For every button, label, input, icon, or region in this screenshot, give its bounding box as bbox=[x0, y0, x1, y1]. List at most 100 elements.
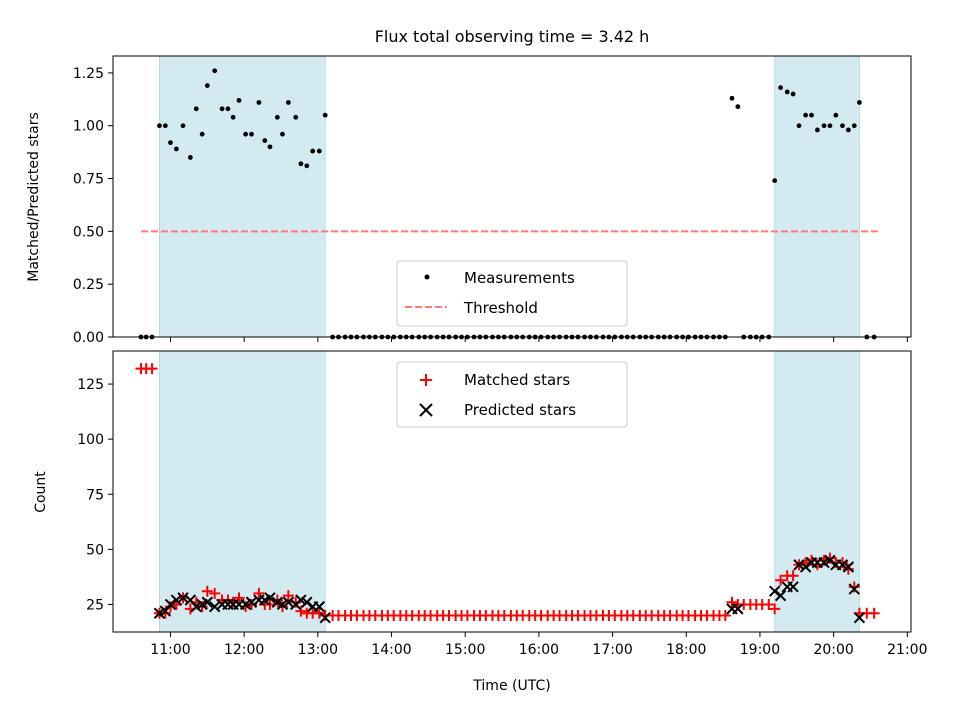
legend-x-marker bbox=[419, 403, 433, 417]
x-tick-label: 14:00 bbox=[371, 642, 411, 658]
measurement-point bbox=[803, 112, 809, 118]
y-tick-label: 0.75 bbox=[73, 172, 104, 188]
measurement-point bbox=[236, 97, 242, 103]
bottom-legend-box bbox=[396, 361, 628, 428]
y-tick-label: 0.25 bbox=[73, 277, 104, 293]
predicted-star-marker bbox=[848, 583, 860, 595]
x-tick-label: 16:00 bbox=[519, 642, 559, 658]
measurement-point bbox=[796, 123, 802, 129]
measurement-point bbox=[729, 95, 735, 101]
matched-star-marker bbox=[769, 603, 781, 615]
measurement-point bbox=[173, 146, 179, 152]
measurement-point bbox=[772, 178, 778, 184]
measurement-point bbox=[230, 114, 236, 120]
predicted-star-marker bbox=[787, 581, 799, 593]
ratio-panel: 0.00 0.25 0.50 0.75 1.00 1.25 Flux total obse… bbox=[26, 27, 912, 346]
legend-plus-marker bbox=[420, 374, 432, 386]
measurement-point bbox=[809, 112, 814, 118]
measurement-point bbox=[827, 123, 833, 129]
predicted-star-marker bbox=[295, 594, 307, 606]
measurement-point bbox=[784, 89, 790, 95]
y-tick-label: 75 bbox=[86, 487, 104, 503]
measurement-point bbox=[304, 163, 310, 169]
predicted-star-marker bbox=[190, 600, 202, 613]
measurement-point bbox=[821, 123, 827, 129]
measurement-point bbox=[735, 104, 741, 110]
predicted-star-marker bbox=[239, 598, 252, 611]
top-axes-frame bbox=[112, 55, 912, 338]
predicted-star-marker bbox=[177, 592, 189, 604]
top-legend-box bbox=[396, 260, 628, 327]
measurement-point bbox=[212, 68, 218, 74]
legend-label-matched: Matched stars bbox=[464, 371, 570, 389]
measurement-point bbox=[249, 131, 254, 137]
measurement-point bbox=[204, 83, 210, 88]
predicted-star-marker bbox=[222, 598, 234, 611]
measurement-point bbox=[815, 127, 820, 133]
measurement-point bbox=[298, 161, 304, 167]
predicted-star-marker bbox=[818, 556, 830, 569]
y-tick-label: 100 bbox=[77, 432, 104, 448]
shaded-interval-1 bbox=[774, 350, 860, 633]
measurement-point bbox=[256, 100, 262, 105]
measurement-point bbox=[225, 106, 231, 112]
count-panel: 25 50 75 100 125 11:00 12:00 13:00 14:00 15:00 16… bbox=[33, 350, 927, 694]
measurement-point bbox=[316, 148, 322, 154]
x-tick-label: 18:00 bbox=[666, 642, 706, 658]
predicted-star-marker bbox=[153, 607, 166, 619]
bottom-x-ticks: 11:00 12:00 13:00 14:00 15:00 16:00 17:00 18:00… bbox=[150, 632, 927, 658]
matched-star-marker bbox=[295, 605, 307, 617]
measurement-point bbox=[243, 131, 249, 137]
measurement-point bbox=[280, 131, 285, 137]
predicted-star-marker bbox=[836, 559, 849, 571]
measurement-point bbox=[851, 123, 857, 129]
y-tick-label: 1.00 bbox=[73, 119, 104, 135]
shaded-interval-0 bbox=[159, 55, 326, 338]
measurement-point bbox=[193, 106, 199, 112]
matched-star-marker bbox=[868, 607, 880, 619]
measurement-point bbox=[157, 123, 162, 129]
predicted-star-marker bbox=[208, 600, 221, 613]
x-tick-label: 15:00 bbox=[445, 642, 485, 658]
top-legend: Measurements Threshold bbox=[396, 260, 628, 327]
measurement-point bbox=[840, 123, 845, 129]
measurement-point bbox=[199, 131, 205, 137]
x-tick-label: 11:00 bbox=[150, 642, 190, 658]
measurement-point bbox=[274, 114, 280, 120]
predicted-star-marker bbox=[264, 592, 276, 604]
matched-star-marker bbox=[824, 552, 836, 564]
predicted-star-marker bbox=[319, 611, 331, 624]
measurement-point bbox=[293, 114, 299, 120]
matched-star-marker bbox=[726, 596, 738, 608]
predicted-star-marker bbox=[164, 598, 177, 611]
bottom-legend: Matched stars Predicted stars bbox=[396, 361, 628, 428]
legend-label-predicted: Predicted stars bbox=[464, 401, 576, 419]
matched-star-marker bbox=[848, 581, 860, 593]
measurement-point bbox=[833, 112, 839, 118]
bottom-shaded-intervals bbox=[159, 350, 860, 633]
measurement-point bbox=[267, 144, 273, 150]
x-axis-label: Time (UTC) bbox=[472, 678, 550, 694]
measurement-point bbox=[219, 106, 225, 112]
predicted-star-marker bbox=[793, 559, 805, 571]
y-tick-label: 25 bbox=[86, 597, 104, 613]
x-tick-label: 17:00 bbox=[592, 642, 632, 658]
predicted-star-marker bbox=[313, 600, 326, 613]
matched-star-marker bbox=[763, 598, 775, 610]
legend-dot-marker bbox=[424, 274, 430, 280]
top-shaded-intervals bbox=[159, 55, 860, 338]
chart-title: Flux total observing time = 3.42 h bbox=[375, 27, 650, 46]
measurement-point bbox=[285, 100, 291, 105]
legend-label-measurements: Measurements bbox=[464, 269, 575, 287]
measurement-point bbox=[180, 123, 186, 129]
y-tick-label: 125 bbox=[77, 377, 104, 393]
measurement-point bbox=[322, 112, 328, 118]
predicted-star-marker bbox=[774, 589, 787, 602]
predicted-star-marker bbox=[159, 605, 172, 617]
matched-star-marker bbox=[282, 590, 294, 602]
matched-star-marker bbox=[146, 363, 158, 375]
predicted-star-marker bbox=[245, 596, 258, 608]
matched-star-marker bbox=[719, 609, 731, 621]
predicted-star-marker bbox=[842, 561, 855, 573]
matched-star-marker bbox=[253, 587, 265, 599]
